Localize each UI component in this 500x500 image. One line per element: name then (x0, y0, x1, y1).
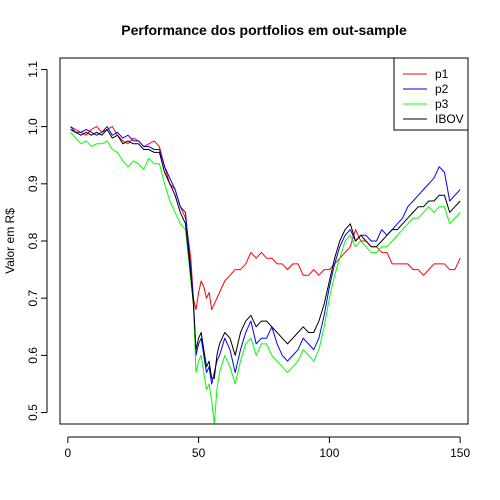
chart-title: Performance dos portfolios em out-sample (121, 22, 407, 38)
x-tick-label: 0 (65, 446, 72, 460)
plot-area (70, 126, 461, 425)
legend-label-ibov: IBOV (435, 112, 464, 126)
y-tick-label: 0.7 (26, 290, 40, 307)
x-tick-label: 150 (450, 446, 470, 460)
series-line-p3 (70, 131, 461, 425)
y-tick-label: 1.0 (26, 118, 40, 135)
y-axis: 0.5 0.6 0.7 0.8 0.9 1.0 1.1 (26, 61, 48, 421)
y-axis-title: Valor em R$ (3, 208, 17, 274)
x-tick-label: 100 (319, 446, 339, 460)
x-tick-label: 50 (192, 446, 206, 460)
y-tick-label: 0.8 (26, 232, 40, 249)
legend-label-p1: p1 (435, 67, 449, 81)
plot-frame (59, 57, 469, 425)
y-tick-label: 0.5 (26, 404, 40, 421)
y-tick-label: 0.6 (26, 347, 40, 364)
legend-label-p3: p3 (435, 97, 449, 111)
legend-label-p2: p2 (435, 82, 449, 96)
x-axis: 0 50 100 150 (65, 436, 470, 460)
y-tick-label: 0.9 (26, 175, 40, 192)
y-tick-label: 1.1 (26, 61, 40, 78)
series-line-ibov (70, 129, 461, 379)
legend-box (393, 57, 469, 131)
